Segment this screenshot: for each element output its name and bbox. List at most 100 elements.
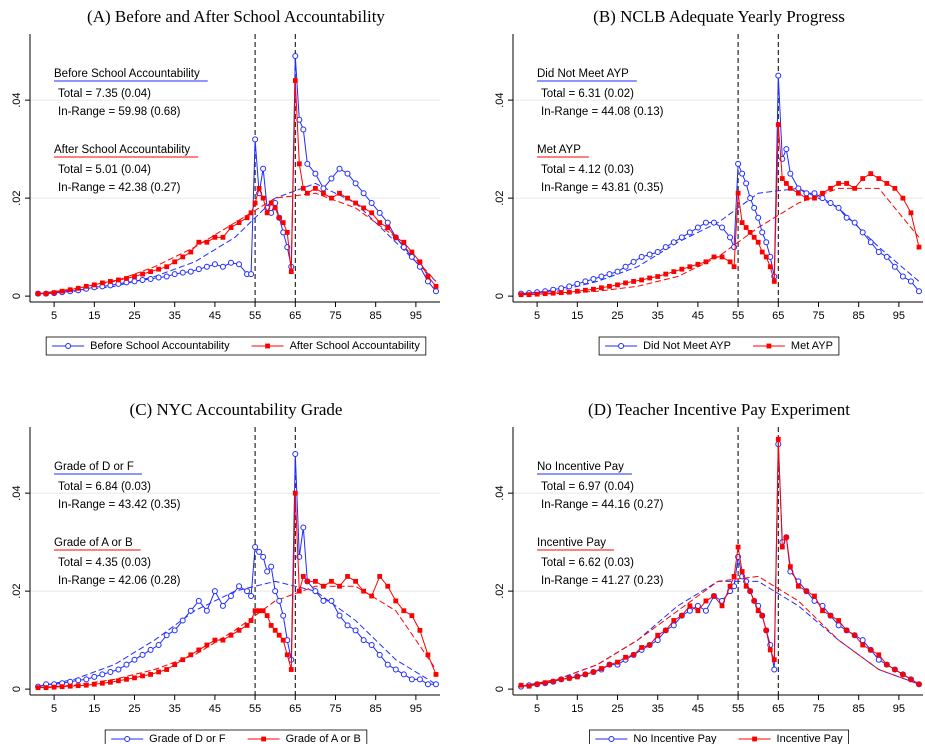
marker <box>368 200 375 207</box>
marker <box>292 450 299 457</box>
marker <box>623 654 628 660</box>
marker <box>654 249 661 256</box>
marker <box>614 268 621 275</box>
marker <box>139 651 146 658</box>
marker <box>43 685 49 691</box>
marker <box>261 736 267 742</box>
marker <box>655 632 661 638</box>
marker <box>771 279 777 284</box>
marker <box>526 292 532 298</box>
fit-curve <box>521 187 920 295</box>
marker <box>550 290 556 296</box>
marker <box>606 271 613 278</box>
marker <box>300 126 307 133</box>
marker <box>244 215 250 221</box>
annotation-heading: After School Accountability <box>54 144 190 156</box>
annotation-text: In-Range = 42.06 (0.28) <box>58 575 181 587</box>
marker <box>195 597 202 604</box>
marker <box>607 283 612 289</box>
panel: (B) NCLB Adequate Yearly Progress 0 .02 .04… <box>494 7 923 356</box>
series-line <box>38 493 437 689</box>
marker <box>608 736 615 742</box>
marker <box>107 668 114 675</box>
marker <box>140 673 145 679</box>
marker <box>639 645 645 650</box>
marker <box>590 669 596 675</box>
marker <box>679 266 685 272</box>
marker <box>147 646 154 653</box>
marker <box>180 254 186 260</box>
marker <box>59 684 65 690</box>
marker <box>558 290 564 296</box>
marker <box>859 229 866 236</box>
marker <box>811 190 818 197</box>
marker <box>759 229 766 236</box>
marker <box>369 210 375 216</box>
marker <box>775 72 782 79</box>
x-tick-label: 65 <box>772 310 784 322</box>
x-tick-label: 65 <box>289 703 301 715</box>
y-tick-label: .04 <box>11 485 23 500</box>
marker <box>393 234 399 240</box>
marker <box>304 578 310 584</box>
marker <box>83 283 89 289</box>
marker <box>852 185 858 191</box>
marker <box>719 224 726 231</box>
x-tick-label: 45 <box>692 703 704 715</box>
legend-label: Did Not Meet AYP <box>643 340 731 352</box>
marker <box>292 490 298 496</box>
x-tick-label: 75 <box>812 310 824 322</box>
marker <box>260 608 266 614</box>
marker <box>767 264 773 270</box>
marker <box>416 676 423 683</box>
marker <box>518 292 524 298</box>
marker <box>304 160 311 167</box>
marker <box>276 632 282 638</box>
marker <box>163 632 170 639</box>
marker <box>542 680 548 686</box>
x-tick-label: 75 <box>812 703 824 715</box>
marker <box>719 603 725 609</box>
marker <box>787 185 793 191</box>
marker <box>727 259 733 265</box>
marker <box>196 239 202 245</box>
marker <box>759 613 765 619</box>
marker <box>116 277 121 283</box>
marker <box>828 613 833 619</box>
marker <box>67 678 74 685</box>
marker <box>868 171 874 177</box>
x-tick-label: 55 <box>249 310 261 322</box>
marker <box>409 613 415 619</box>
marker <box>51 684 57 690</box>
x-tick-label: 95 <box>410 703 422 715</box>
marker <box>180 657 186 663</box>
marker <box>211 261 218 268</box>
marker <box>916 681 922 687</box>
marker <box>227 593 234 600</box>
marker <box>599 285 604 291</box>
annotation-text: Total = 7.35 (0.04) <box>58 88 151 100</box>
annotation-heading: Grade of D or F <box>54 461 134 473</box>
marker <box>558 285 565 292</box>
x-tick-label: 55 <box>732 310 744 322</box>
y-tick-label: .02 <box>11 583 23 598</box>
marker <box>211 588 218 595</box>
marker <box>321 583 326 589</box>
marker <box>400 244 407 251</box>
x-tick-label: 15 <box>571 310 583 322</box>
marker <box>227 259 234 266</box>
marker <box>432 288 439 295</box>
marker <box>107 279 113 284</box>
marker <box>775 436 781 442</box>
marker <box>433 283 439 289</box>
legend-label: After School Accountability <box>290 340 421 352</box>
marker <box>188 652 194 658</box>
marker <box>755 608 761 614</box>
marker <box>631 279 636 284</box>
marker <box>827 200 834 207</box>
marker <box>743 225 749 230</box>
marker <box>377 574 383 579</box>
marker <box>868 647 874 653</box>
marker <box>401 608 407 614</box>
marker <box>171 271 178 278</box>
